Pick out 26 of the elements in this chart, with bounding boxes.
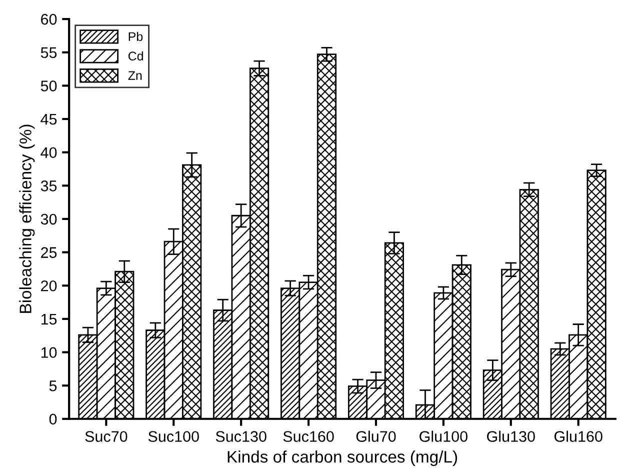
- y-tick-label: 45: [40, 114, 57, 125]
- x-axis-title: Kinds of carbon sources (mg/L): [228, 450, 458, 466]
- y-tick-label: 40: [40, 147, 57, 158]
- y-tick-label: 25: [41, 247, 57, 258]
- y-tick-label: 55: [40, 47, 57, 58]
- y-tick-label: 20: [41, 280, 57, 292]
- y-tick-label: 30: [40, 214, 57, 225]
- y-tick-label: 5: [49, 380, 57, 392]
- legend-label: Pb: [128, 32, 143, 42]
- y-tick-label: 50: [40, 80, 57, 92]
- y-axis-title: Bioleaching efficiency (%): [19, 124, 35, 313]
- legend-label: Cd: [128, 51, 144, 61]
- x-tick-label: Suc130: [216, 431, 266, 442]
- y-tick-label: 0: [49, 414, 57, 425]
- x-tick-label: Suc100: [148, 431, 199, 442]
- x-tick-label: Glu160: [554, 430, 602, 442]
- y-tick-label: 60: [41, 14, 57, 25]
- x-tick-label: Glu70: [356, 430, 396, 442]
- x-tick-label: Suc70: [85, 431, 128, 442]
- x-tick-label: Glu130: [487, 430, 535, 442]
- x-tick-label: Glu100: [420, 430, 468, 442]
- legend-label: Zn: [128, 71, 142, 80]
- y-tick-label: 10: [41, 347, 57, 358]
- y-tick-label: 35: [40, 180, 57, 192]
- x-tick-label: Suc160: [283, 431, 334, 442]
- y-tick-label: 15: [41, 314, 57, 325]
